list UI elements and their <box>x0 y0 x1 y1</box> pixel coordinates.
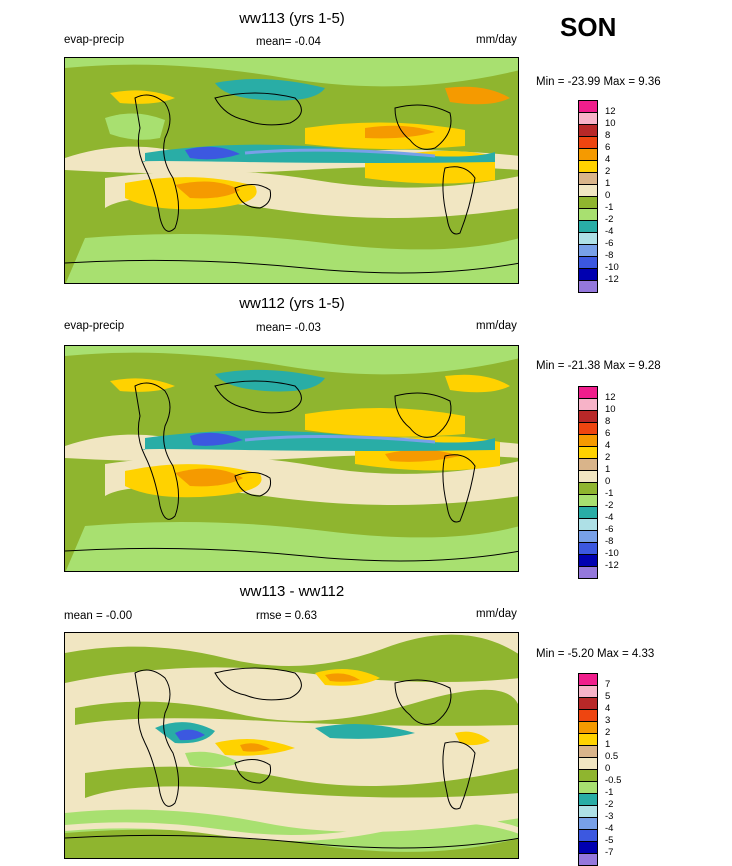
colorbar-swatch <box>578 566 598 579</box>
colorbar-tick-label: 1 <box>605 178 611 189</box>
world-map <box>64 632 519 859</box>
colorbar-tick-label: 0 <box>605 190 611 201</box>
colorbar-tick-label: 4 <box>605 154 611 165</box>
colorbar-tick-label: 4 <box>605 703 611 714</box>
variable-label: evap-precip <box>64 34 125 46</box>
colorbar-tick-label: -2 <box>605 799 614 810</box>
colorbar-tick-label: -10 <box>605 262 619 273</box>
panel-title: ww113 (yrs 1-5) <box>239 10 345 27</box>
units-label: mm/day <box>476 608 517 620</box>
colorbar-tick-label: -6 <box>605 524 614 535</box>
colorbar-tick-label: -3 <box>605 811 614 822</box>
colorbar-swatch <box>578 853 598 866</box>
colorbar-tick-label: 1 <box>605 464 611 475</box>
colorbar-tick-label: -8 <box>605 250 614 261</box>
min-max-label: Min = -5.20 Max = 4.33 <box>536 648 655 660</box>
colorbar-tick-label: 7 <box>605 679 611 690</box>
world-map <box>64 345 519 572</box>
colorbar-tick-label: 10 <box>605 404 616 415</box>
mean-label: mean= -0.03 <box>256 322 321 334</box>
colorbar-tick-label: 12 <box>605 392 616 403</box>
colorbar-tick-label: -10 <box>605 548 619 559</box>
colorbar-tick-label: -12 <box>605 274 619 285</box>
colorbar-tick-label: -1 <box>605 787 614 798</box>
variable-label: evap-precip <box>64 320 125 332</box>
units-label: mm/day <box>476 320 517 332</box>
colorbar-tick-label: 8 <box>605 416 611 427</box>
colorbar-tick-label: 10 <box>605 118 616 129</box>
colorbar-tick-label: -5 <box>605 835 614 846</box>
season-label: SON <box>560 12 617 42</box>
colorbar-tick-label: 4 <box>605 440 611 451</box>
colorbar-tick-label: 6 <box>605 428 611 439</box>
colorbar-tick-label: 3 <box>605 715 611 726</box>
colorbar-tick-label: -12 <box>605 560 619 571</box>
colorbar-tick-label: -0.5 <box>605 775 622 786</box>
colorbar-tick-label: -4 <box>605 512 614 523</box>
colorbar-swatch <box>578 280 598 293</box>
colorbar-tick-label: 6 <box>605 142 611 153</box>
colorbar-tick-label: -2 <box>605 500 614 511</box>
colorbar-tick-label: 0.5 <box>605 751 619 762</box>
world-map <box>64 57 519 284</box>
colorbar-tick-label: -6 <box>605 238 614 249</box>
colorbar-tick-label: -7 <box>605 847 614 858</box>
min-max-label: Min = -23.99 Max = 9.36 <box>536 76 661 88</box>
mean-label: mean = -0.00 <box>64 610 133 622</box>
colorbar-tick-label: 8 <box>605 130 611 141</box>
mean-label: mean= -0.04 <box>256 36 321 48</box>
min-max-label: Min = -21.38 Max = 9.28 <box>536 360 661 372</box>
colorbar-tick-label: -8 <box>605 536 614 547</box>
colorbar-tick-label: 12 <box>605 106 616 117</box>
colorbar-tick-label: -4 <box>605 823 614 834</box>
colorbar-tick-label: -2 <box>605 214 614 225</box>
colorbar-tick-label: 5 <box>605 691 611 702</box>
colorbar-tick-label: 0 <box>605 763 611 774</box>
panel-title: ww112 (yrs 1-5) <box>239 295 345 312</box>
colorbar-tick-label: -1 <box>605 202 614 213</box>
colorbar-tick-label: 2 <box>605 727 611 738</box>
colorbar-tick-label: 0 <box>605 476 611 487</box>
units-label: mm/day <box>476 34 517 46</box>
colorbar-tick-label: -4 <box>605 226 614 237</box>
rmse-label: rmse = 0.63 <box>256 610 318 622</box>
panel-title: ww113 - ww112 <box>239 583 345 600</box>
colorbar-tick-label: 2 <box>605 452 611 463</box>
colorbar-tick-label: 1 <box>605 739 611 750</box>
colorbar-tick-label: 2 <box>605 166 611 177</box>
colorbar-tick-label: -1 <box>605 488 614 499</box>
